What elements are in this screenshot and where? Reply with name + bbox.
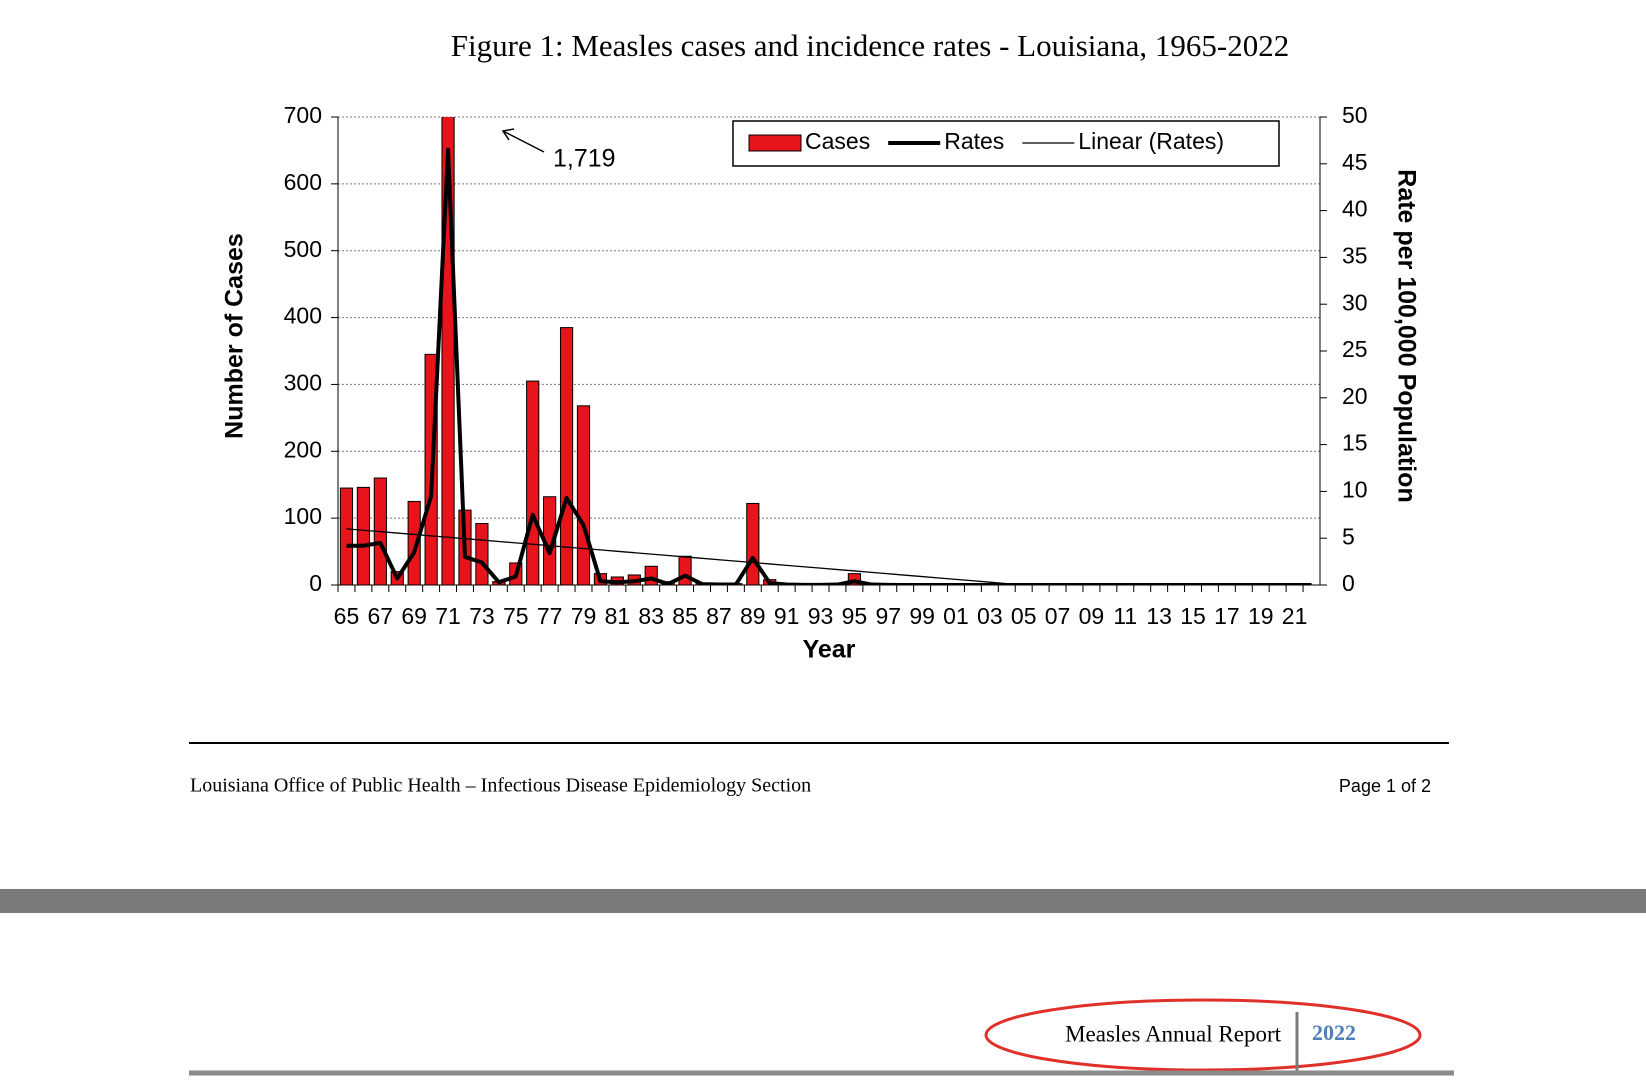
x-tick-label: 91 [774, 603, 800, 629]
y2-tick-label: 10 [1342, 476, 1368, 502]
bar [356, 486, 370, 585]
x-tick-label: 15 [1180, 603, 1206, 629]
y-axis-title: Number of Cases [221, 233, 249, 439]
y2-tick-label: 5 [1342, 523, 1355, 549]
x-tick-label: 83 [638, 603, 664, 629]
x-tick-label: 81 [605, 603, 631, 629]
bar [678, 555, 692, 585]
y-tick-label: 100 [284, 503, 322, 529]
bar [644, 565, 658, 585]
x-tick-label: 17 [1214, 603, 1240, 629]
x-tick-label: 65 [334, 603, 360, 629]
x-tick-label: 11 [1113, 603, 1137, 629]
plot-area [339, 117, 1312, 585]
y2-tick-label: 15 [1342, 430, 1368, 456]
y2-tick-label: 40 [1342, 196, 1368, 222]
x-tick-label: 09 [1079, 603, 1105, 629]
x-tick-label: 13 [1146, 603, 1172, 629]
y2-tick-label: 35 [1342, 242, 1368, 268]
legend-label: Linear (Rates) [1078, 128, 1224, 154]
x-tick-label: 69 [401, 603, 427, 629]
y2-tick-label: 25 [1342, 336, 1368, 362]
x-tick-label: 93 [808, 603, 834, 629]
line [346, 147, 1312, 585]
x-tick-label: 19 [1248, 603, 1274, 629]
bar [526, 380, 540, 585]
x-tick-label: 89 [740, 603, 766, 629]
x-tick-label: 21 [1282, 603, 1308, 629]
footer-right: Page 1 of 2 [1339, 776, 1431, 796]
line [346, 528, 1024, 585]
bar [339, 487, 354, 585]
legend-swatch [748, 134, 802, 152]
legend-box [732, 120, 1280, 167]
x-tick-label: 77 [537, 603, 563, 629]
y-tick-label: 300 [284, 370, 322, 396]
report-title: Measles Annual Report [1065, 1021, 1282, 1046]
y2-tick-label: 0 [1342, 570, 1355, 596]
annotation-arrowhead [501, 128, 515, 141]
plot: 0100200300400500600700051015202530354045… [284, 102, 1368, 629]
legend-label: Cases [805, 128, 870, 154]
y-tick-label: 400 [284, 303, 322, 329]
y-tick-label: 600 [284, 169, 322, 195]
x-tick-label: 97 [875, 603, 901, 629]
x-tick-label: 73 [469, 603, 495, 629]
footer-left: Louisiana Office of Public Health – Infe… [190, 775, 811, 797]
x-tick-label: 01 [943, 603, 969, 629]
y2-tick-label: 30 [1342, 289, 1368, 315]
x-tick-label: 71 [435, 603, 461, 629]
page-break [0, 889, 1646, 913]
y-tick-label: 200 [284, 436, 322, 462]
x-tick-label: 99 [909, 603, 935, 629]
bar [746, 502, 760, 585]
y-tick-label: 500 [284, 236, 322, 262]
annotation-arrow [502, 130, 545, 153]
x-tick-label: 67 [368, 603, 394, 629]
x-tick-label: 05 [1011, 603, 1037, 629]
bar [559, 327, 574, 585]
x-tick-label: 87 [706, 603, 732, 629]
report-year: 2022 [1312, 1020, 1356, 1045]
x-axis-title: Year [803, 636, 856, 664]
bar [475, 522, 489, 585]
bar [576, 405, 591, 585]
legend: Cases Rates Linear (Rates) [732, 120, 1280, 167]
y2-tick-label: 20 [1342, 383, 1368, 409]
y2-tick-label: 50 [1342, 102, 1368, 128]
y-tick-label: 700 [284, 102, 322, 128]
legend-label: Rates [944, 128, 1004, 154]
x-tick-label: 79 [571, 603, 597, 629]
y2-tick-label: 45 [1342, 149, 1368, 175]
x-tick-label: 07 [1045, 603, 1071, 629]
y2-axis-title: Rate per 100,000 Population [1392, 169, 1420, 502]
x-tick-label: 95 [842, 603, 868, 629]
y-tick-label: 0 [309, 570, 322, 596]
x-tick-label: 03 [977, 603, 1003, 629]
x-tick-label: 75 [503, 603, 529, 629]
data-label: 1,719 [553, 145, 616, 173]
chart-title: Figure 1: Measles cases and incidence ra… [451, 28, 1289, 63]
highlight-ellipse [984, 998, 1422, 1072]
x-tick-label: 85 [672, 603, 698, 629]
